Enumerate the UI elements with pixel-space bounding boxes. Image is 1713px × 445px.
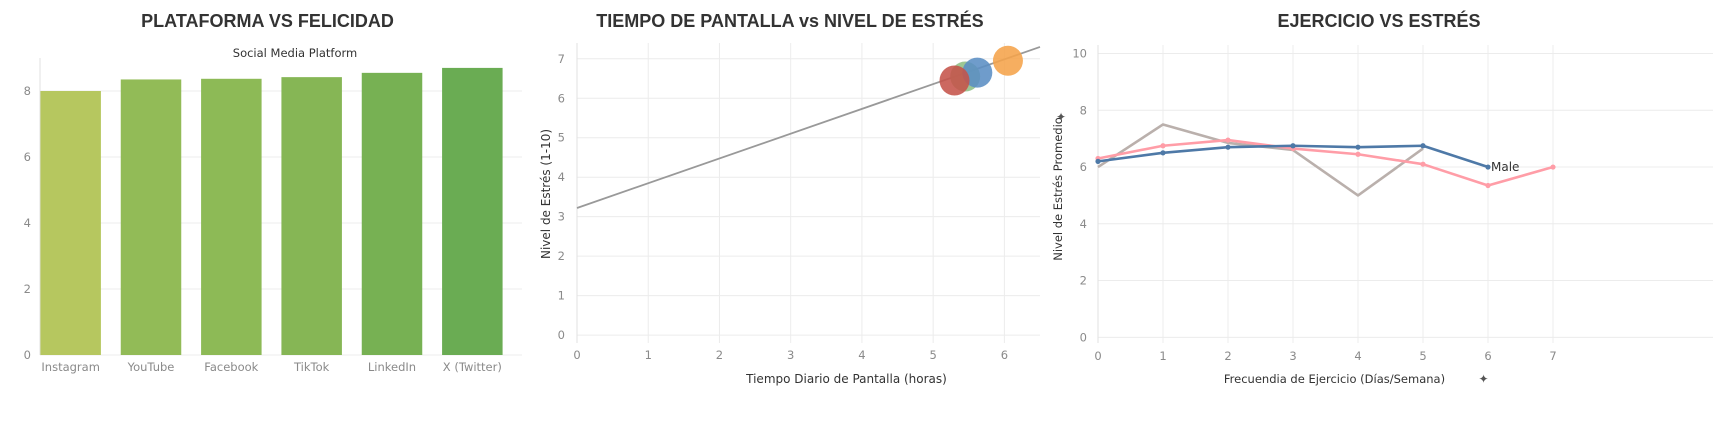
chart-subtitle: Social Media Platform bbox=[233, 46, 357, 60]
x-tick-label: YouTube bbox=[127, 360, 175, 374]
x-tick-label: 4 bbox=[858, 348, 865, 362]
x-tick-label: 6 bbox=[1484, 349, 1491, 363]
y-tick-label: 2 bbox=[558, 249, 565, 263]
line-chart: 0 2 4 6 8 10 0 1 2 3 4 5 6 7 Frecuendia de Ejercicio (… bbox=[1051, 45, 1713, 386]
x-tick-label: 1 bbox=[1159, 349, 1166, 363]
x-tick-label: 2 bbox=[1224, 349, 1231, 363]
series-marker bbox=[1485, 182, 1491, 189]
bar bbox=[201, 78, 262, 355]
y-tick-label: 6 bbox=[558, 91, 565, 105]
series-marker bbox=[1225, 144, 1231, 150]
panel-exercise-stress: EJERCICIO VS ESTRÉS 0 2 4 6 8 10 0 1 2 3 4 5 6 7 Frecu… bbox=[1045, 0, 1713, 441]
x-axis-label: Frecuendia de Ejercicio (Días/Semana) bbox=[1224, 372, 1445, 386]
series-marker bbox=[1355, 144, 1361, 150]
x-tick-label: 7 bbox=[1549, 349, 1556, 363]
x-tick-label: X (Twitter) bbox=[443, 360, 502, 374]
x-tick-label: 1 bbox=[645, 348, 652, 362]
series-marker bbox=[1485, 164, 1491, 170]
chart-title: EJERCICIO VS ESTRÉS bbox=[1277, 11, 1481, 31]
panel-screen-time-stress: TIEMPO DE PANTALLA vs NIVEL DE ESTRÉS 0 1… bbox=[535, 0, 1045, 441]
y-tick-label: 2 bbox=[1080, 274, 1087, 288]
pin-icon: ✦ bbox=[1479, 372, 1489, 386]
y-tick-label: 4 bbox=[558, 170, 565, 184]
series-marker bbox=[1420, 161, 1426, 167]
bar bbox=[442, 67, 503, 356]
bar bbox=[281, 77, 342, 355]
series-line bbox=[1097, 138, 1554, 187]
x-tick-label: 5 bbox=[1419, 349, 1426, 363]
series-marker bbox=[1420, 143, 1426, 149]
y-tick-label: 4 bbox=[1080, 217, 1087, 231]
y-tick-label: 0 bbox=[24, 348, 31, 362]
y-tick-label: 0 bbox=[1080, 330, 1087, 344]
chart-title: PLATAFORMA VS FELICIDAD bbox=[141, 11, 394, 31]
x-tick-label: 2 bbox=[716, 348, 723, 362]
y-tick-label: 7 bbox=[558, 52, 565, 66]
x-axis-label: Tiempo Diario de Pantalla (horas) bbox=[745, 372, 947, 386]
y-tick-label: 5 bbox=[558, 131, 565, 145]
x-tick-label: LinkedIn bbox=[368, 360, 416, 374]
y-axis-label: Nivel de Estrés (1-10) bbox=[539, 129, 553, 259]
x-tick-label: 3 bbox=[1289, 349, 1296, 363]
chart-title: TIEMPO DE PANTALLA vs NIVEL DE ESTRÉS bbox=[596, 11, 984, 31]
series-marker bbox=[1225, 137, 1231, 143]
series-marker bbox=[1160, 143, 1166, 149]
series-marker bbox=[1550, 164, 1556, 170]
x-tick-label: Instagram bbox=[41, 360, 100, 374]
x-tick-label: 0 bbox=[1094, 349, 1101, 363]
scatter-chart: 0 1 2 3 4 5 6 7 0 1 2 3 4 5 6 Tiempo Diario de Pantalla… bbox=[539, 43, 1041, 386]
x-tick-label: 4 bbox=[1354, 349, 1361, 363]
x-tick-label: Facebook bbox=[204, 360, 258, 374]
y-tick-label: 10 bbox=[1072, 47, 1087, 61]
y-tick-label: 8 bbox=[1080, 103, 1087, 117]
series-line bbox=[1097, 123, 1424, 197]
bar bbox=[40, 91, 101, 355]
y-axis-label: Nivel de Estrés Promedio bbox=[1051, 117, 1065, 261]
scatter-point bbox=[939, 65, 970, 96]
series-marker bbox=[1095, 158, 1101, 164]
series-label: Male bbox=[1491, 160, 1519, 174]
y-tick-label: 0 bbox=[558, 328, 565, 342]
x-tick-label: 3 bbox=[787, 348, 794, 362]
series-marker bbox=[1355, 151, 1361, 157]
scatter-point bbox=[992, 45, 1023, 76]
scatter-point bbox=[962, 57, 993, 88]
series-marker bbox=[1290, 143, 1296, 149]
y-tick-label: 6 bbox=[1080, 160, 1087, 174]
series-marker bbox=[1160, 150, 1166, 156]
pin-icon: ✦ bbox=[1056, 110, 1066, 124]
y-tick-label: 6 bbox=[24, 150, 31, 164]
x-tick-label: 5 bbox=[929, 348, 936, 362]
y-tick-label: 1 bbox=[558, 289, 565, 303]
bar-chart: Social Media Platform 0 2 4 6 8 Instagram YouTu… bbox=[24, 46, 522, 374]
y-tick-label: 4 bbox=[24, 216, 31, 230]
panel-platform-happiness: PLATAFORMA VS FELICIDAD Social Media Pla… bbox=[0, 0, 535, 441]
y-tick-label: 8 bbox=[24, 84, 31, 98]
x-tick-label: TikTok bbox=[293, 360, 330, 374]
x-tick-label: 6 bbox=[1001, 348, 1008, 362]
bar bbox=[120, 79, 182, 355]
y-tick-label: 3 bbox=[558, 210, 565, 224]
x-tick-label: 0 bbox=[573, 348, 580, 362]
y-tick-label: 2 bbox=[24, 282, 31, 296]
bar bbox=[361, 72, 423, 355]
